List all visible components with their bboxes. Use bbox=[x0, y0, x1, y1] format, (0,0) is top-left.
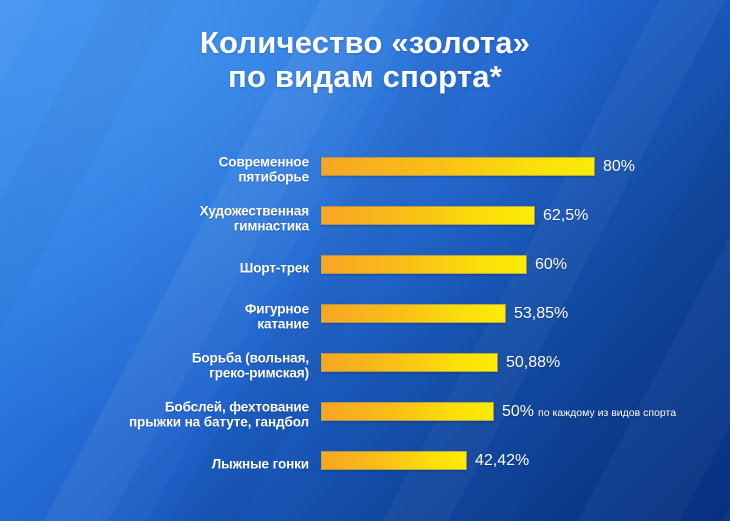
bar-category-label-line-1: Современное bbox=[218, 154, 309, 169]
bar-category-label-line-1: Лыжные гонки bbox=[211, 455, 309, 471]
bar-category-label-line-2: греко-римская) bbox=[209, 365, 309, 381]
bar-value-label: 42,42% bbox=[475, 451, 529, 470]
table-row: Лыжные гонки 42,42% bbox=[0, 439, 730, 488]
table-row: Художественная гимнастика 62,5% bbox=[0, 194, 730, 243]
bar-track: 50,88% bbox=[321, 353, 730, 372]
bar-value-text: 50% bbox=[502, 403, 535, 420]
bar-value-note: по каждому из видов спорта bbox=[538, 407, 677, 419]
bar-fill bbox=[321, 304, 506, 323]
table-row: Борьба (вольная, греко-римская) 50,88% bbox=[0, 341, 730, 390]
bar-value-label: 50,88% bbox=[506, 353, 560, 372]
bar-value-label: 60% bbox=[535, 255, 567, 274]
bar-category-label-line-1: Шорт-трек bbox=[239, 259, 309, 275]
bar-category-label-line-1: Бобслей, фехтование bbox=[164, 399, 309, 414]
bar-category-label: Бобслей, фехтование прыжки на батуте, га… bbox=[49, 399, 309, 430]
bar-category-label-line-1: Фигурное bbox=[244, 301, 309, 316]
bar-fill bbox=[321, 353, 498, 372]
bar-fill bbox=[321, 157, 595, 176]
bar-value-text: 50,88% bbox=[506, 354, 561, 371]
bar-track: 62,5% bbox=[321, 206, 730, 225]
bar-value-text: 42,42% bbox=[475, 452, 530, 469]
bar-category-label-line-1: Борьба (вольная, bbox=[191, 350, 309, 365]
bar-value-label: 62,5% bbox=[543, 206, 588, 225]
bar-value-text: 60% bbox=[535, 256, 568, 273]
table-row: Современное пятиборье 80% bbox=[0, 145, 730, 194]
bar-category-label-line-1: Художественная bbox=[199, 203, 310, 218]
bar-category-label: Шорт-трек bbox=[49, 260, 309, 276]
bar-fill bbox=[321, 206, 535, 225]
bar-category-label: Лыжные гонки bbox=[49, 456, 309, 472]
bar-fill bbox=[321, 255, 527, 274]
bar-value-text: 80% bbox=[603, 158, 636, 175]
bar-category-label: Художественная гимнастика bbox=[49, 203, 310, 234]
bar-track: 53,85% bbox=[321, 304, 730, 323]
bar-category-label-line-2: катание bbox=[257, 316, 309, 332]
bar-chart: Современное пятиборье 80% Художественная… bbox=[0, 145, 730, 488]
bar-category-label-line-2: прыжки на батуте, гандбол bbox=[129, 414, 309, 430]
bar-track: 42,42% bbox=[321, 451, 730, 470]
page-title-line-2: по видам спорта* bbox=[228, 59, 502, 94]
bar-category-label: Современное пятиборье bbox=[49, 154, 309, 185]
bar-value-label: 53,85% bbox=[514, 304, 568, 323]
bar-fill bbox=[321, 402, 494, 421]
bar-value-label: 80% bbox=[603, 157, 635, 176]
page-title-line-1: Количество «золота» bbox=[199, 25, 531, 60]
bar-value-label: 50% по каждому из видов спорта bbox=[502, 402, 676, 423]
bar-track: 50% по каждому из видов спорта bbox=[321, 402, 730, 421]
table-row: Шорт-трек 60% bbox=[0, 243, 730, 292]
bar-track: 80% bbox=[321, 157, 730, 176]
bar-track: 60% bbox=[321, 255, 730, 274]
bar-category-label: Борьба (вольная, греко-римская) bbox=[49, 350, 309, 381]
bar-category-label-line-2: пятиборье bbox=[238, 169, 309, 185]
bar-category-label-line-2: гимнастика bbox=[233, 218, 309, 234]
bar-value-text: 53,85% bbox=[514, 305, 569, 322]
bar-fill bbox=[321, 451, 467, 470]
bar-category-label: Фигурное катание bbox=[49, 301, 309, 332]
page-title: Количество «золота» по видам спорта* bbox=[0, 26, 730, 94]
table-row: Бобслей, фехтование прыжки на батуте, га… bbox=[0, 390, 730, 439]
bar-value-text: 62,5% bbox=[543, 207, 589, 224]
table-row: Фигурное катание 53,85% bbox=[0, 292, 730, 341]
